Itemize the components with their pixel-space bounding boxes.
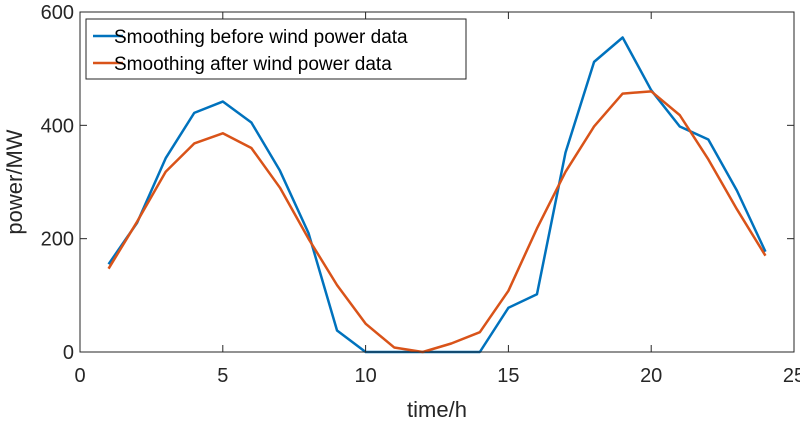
- y-tick-label: 400: [41, 115, 74, 137]
- y-tick-label: 200: [41, 229, 74, 251]
- x-tick-label: 20: [640, 365, 662, 387]
- legend-label-before: Smoothing before wind power data: [114, 27, 408, 48]
- x-axis-label: time/h: [407, 397, 467, 422]
- x-tick-label: 5: [217, 365, 228, 387]
- y-tick-label: 0: [63, 342, 74, 364]
- legend-box: [85, 18, 467, 80]
- x-tick-label: 0: [74, 365, 85, 387]
- tick-layer: 0 5 10 15 20 25 0 200 400 600: [41, 2, 800, 387]
- legend: Smoothing before wind power data Smoothi…: [85, 18, 467, 80]
- x-tick-label: 25: [783, 365, 800, 387]
- y-axis-label: power/MW: [2, 129, 27, 234]
- legend-label-after: Smoothing after wind power data: [114, 54, 392, 75]
- plot-frame: [79, 11, 795, 353]
- series-line-after: [107, 90, 767, 354]
- x-tick-label: 15: [497, 365, 519, 387]
- x-tick-label: 10: [354, 365, 376, 387]
- y-tick-label: 600: [41, 2, 74, 24]
